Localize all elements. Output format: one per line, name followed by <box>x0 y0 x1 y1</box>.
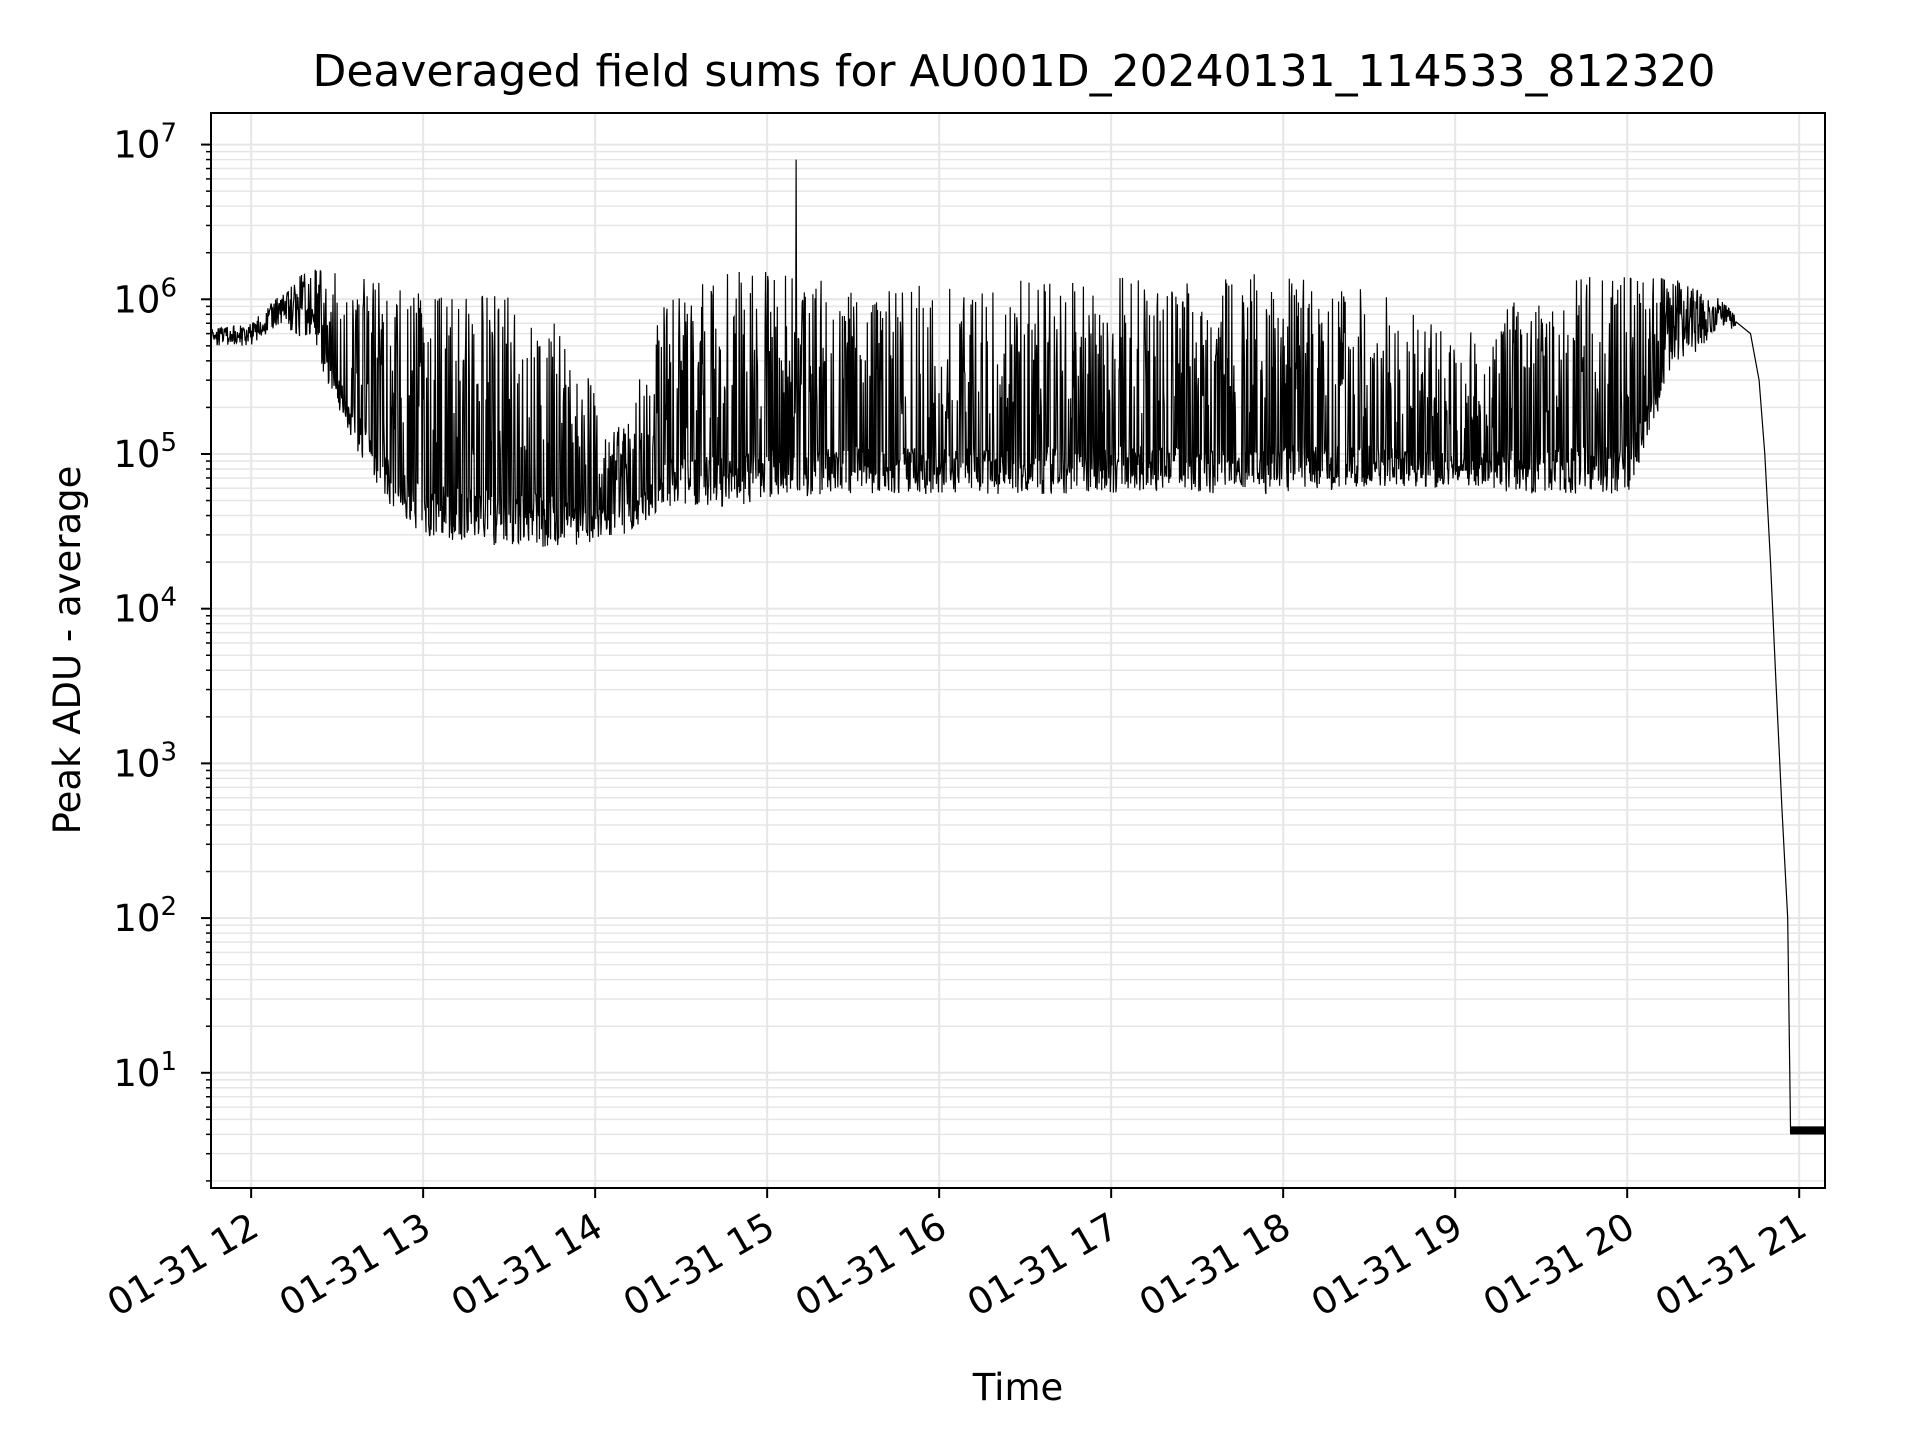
y-tick-label: 102 <box>113 892 177 940</box>
x-axis-label: Time <box>972 1366 1064 1409</box>
y-axis-label: Peak ADU - average <box>46 466 89 835</box>
y-tick-label: 101 <box>113 1047 177 1095</box>
x-tick-label: 01-31 21 <box>1648 1205 1814 1325</box>
x-tick-label: 01-31 15 <box>616 1205 782 1325</box>
plot-area-frame <box>210 112 1826 1189</box>
x-tick-label: 01-31 20 <box>1476 1205 1642 1325</box>
grid-lines <box>211 113 1825 1188</box>
x-tick-label: 01-31 14 <box>444 1205 610 1325</box>
series-line <box>210 159 1826 1135</box>
x-tick-label: 01-31 13 <box>272 1205 438 1325</box>
chart-title: Deaveraged field sums for AU001D_2024013… <box>312 46 1715 97</box>
y-axis: 101 102 103 104 105 106 107 <box>113 119 211 1182</box>
x-tick-label: 01-31 18 <box>1132 1205 1298 1325</box>
series-layer <box>210 159 1826 1135</box>
y-tick-label: 104 <box>113 583 177 631</box>
x-tick-label: 01-31 16 <box>788 1205 954 1325</box>
x-tick-label: 01-31 19 <box>1304 1205 1470 1325</box>
y-tick-label: 105 <box>113 428 177 476</box>
y-tick-label: 106 <box>113 273 177 321</box>
y-tick-label: 107 <box>113 119 177 167</box>
x-tick-label: 01-31 12 <box>100 1205 266 1325</box>
y-tick-label: 103 <box>113 737 177 785</box>
x-tick-label: 01-31 17 <box>960 1205 1126 1325</box>
x-axis: 01-31 12 01-31 13 01-31 14 01-31 15 01-31 16… <box>100 1188 1814 1325</box>
